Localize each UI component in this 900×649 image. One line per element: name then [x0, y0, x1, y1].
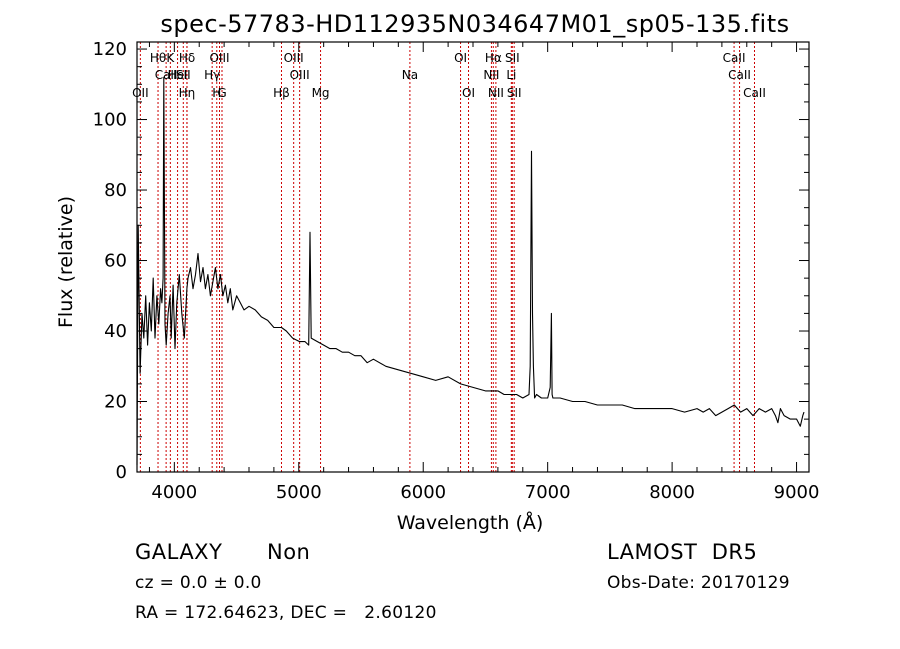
- coordinates-text: RA = 172.64623, DEC = 2.60120: [135, 603, 437, 623]
- y-tick-label-4: 80: [104, 180, 127, 201]
- line-label-23: SII: [505, 51, 520, 65]
- y-tick-label-2: 40: [104, 321, 127, 342]
- spectrum-line-0: [136, 76, 805, 466]
- chart-title: spec-57783-HD112935N034647M01_sp05-135.f…: [160, 10, 789, 38]
- obs-date-text: Obs-Date: 20170129: [607, 573, 790, 593]
- line-label-2: CaII: [155, 68, 178, 82]
- line-label-19: NII: [483, 68, 499, 82]
- x-tick-label-4: 8000: [649, 482, 695, 503]
- plot-frame: [136, 41, 810, 473]
- line-label-11: G: [217, 86, 226, 100]
- line-label-0: OII: [132, 86, 149, 100]
- y-tick-label-0: 0: [116, 462, 127, 483]
- line-label-16: Na: [402, 68, 418, 82]
- line-label-15: Mg: [312, 86, 330, 100]
- y-tick-label-1: 20: [104, 392, 127, 413]
- line-label-20: Hα: [485, 51, 502, 65]
- x-tick-label-1: 5000: [276, 482, 322, 503]
- line-label-9: OIII: [209, 51, 229, 65]
- line-label-25: CaII: [723, 51, 746, 65]
- line-label-5: Hη: [179, 86, 196, 100]
- line-label-14: OIII: [290, 68, 310, 82]
- x-tick-label-3: 7000: [525, 482, 571, 503]
- x-tick-label-0: 4000: [151, 482, 197, 503]
- line-label-13: OIII: [284, 51, 304, 65]
- x-tick-label-5: 9000: [774, 482, 820, 503]
- line-label-24: SII: [507, 86, 522, 100]
- line-label-12: Hβ: [273, 86, 290, 100]
- y-tick-label-5: 100: [93, 110, 127, 131]
- x-axis: 4000 5000 6000 7000 8000 9000: [148, 42, 820, 503]
- y-tick-label-3: 60: [104, 251, 127, 272]
- object-class: GALAXY: [135, 540, 223, 564]
- line-label-18: OI: [462, 86, 475, 100]
- x-tick-label-2: 6000: [400, 482, 446, 503]
- line-label-26: CaII: [728, 68, 751, 82]
- line-label-8: H: [212, 86, 221, 100]
- line-label-6: Hδ: [179, 51, 195, 65]
- line-label-7: SII: [176, 68, 191, 82]
- spectrum-series: [136, 76, 805, 466]
- y-tick-label-6: 120: [93, 39, 127, 60]
- line-label-27: CaII: [743, 86, 766, 100]
- line-label-1: Hθ: [150, 51, 166, 65]
- line-label-17: OI: [454, 51, 467, 65]
- line-label-3: K: [166, 51, 175, 65]
- redshift-text: cz = 0.0 ± 0.0: [135, 573, 262, 593]
- x-axis-label: Wavelength (Å): [397, 511, 544, 534]
- line-markers: [139, 42, 755, 472]
- line-label-22: Li: [506, 68, 516, 82]
- survey-name: LAMOST DR5: [607, 540, 758, 564]
- line-label-4: HeI: [168, 68, 188, 82]
- y-axis: 0 20 40 60 80 100 120: [93, 39, 809, 483]
- line-label-21: NII: [488, 86, 504, 100]
- object-subclass: Non: [267, 540, 311, 564]
- line-label-10: Hγ: [204, 68, 220, 82]
- y-axis-label: Flux (relative): [55, 196, 77, 328]
